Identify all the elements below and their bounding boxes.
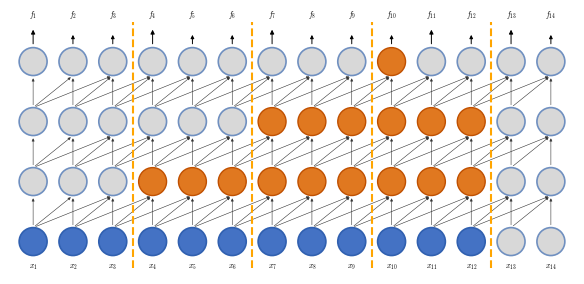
Circle shape [298,227,326,256]
Circle shape [138,48,166,76]
Circle shape [298,108,326,135]
Circle shape [497,227,525,256]
Text: $x_{7}$: $x_{7}$ [267,263,277,272]
Circle shape [138,108,166,135]
Circle shape [537,168,565,196]
Circle shape [338,108,366,135]
Text: $x_{5}$: $x_{5}$ [188,263,197,272]
Text: $f_{6}$: $f_{6}$ [228,9,237,21]
Text: $f_{3}$: $f_{3}$ [109,9,117,21]
Circle shape [218,108,246,135]
Circle shape [338,48,366,76]
Text: $x_{13}$: $x_{13}$ [505,263,517,272]
Circle shape [537,108,565,135]
Text: $f_{1}$: $f_{1}$ [29,9,37,21]
Circle shape [258,227,286,256]
Circle shape [138,227,166,256]
Circle shape [179,108,206,135]
Circle shape [19,48,47,76]
Text: $x_{12}$: $x_{12}$ [465,263,477,272]
Text: $f_{8}$: $f_{8}$ [308,9,316,21]
Text: $x_{6}$: $x_{6}$ [228,263,237,272]
Text: $x_{11}$: $x_{11}$ [426,263,437,272]
Text: $x_{2}$: $x_{2}$ [68,263,77,272]
Text: $x_{3}$: $x_{3}$ [109,263,117,272]
Circle shape [59,168,87,196]
Circle shape [378,227,405,256]
Text: $f_{11}$: $f_{11}$ [426,9,437,21]
Circle shape [19,108,47,135]
Circle shape [59,108,87,135]
Circle shape [218,227,246,256]
Circle shape [378,48,405,76]
Circle shape [258,48,286,76]
Circle shape [338,168,366,196]
Circle shape [218,168,246,196]
Text: $f_{12}$: $f_{12}$ [466,9,477,21]
Text: $f_{13}$: $f_{13}$ [506,9,516,21]
Circle shape [457,168,485,196]
Circle shape [537,227,565,256]
Text: $f_{2}$: $f_{2}$ [69,9,77,21]
Text: $x_{4}$: $x_{4}$ [148,263,157,272]
Circle shape [99,48,127,76]
Circle shape [537,48,565,76]
Circle shape [59,48,87,76]
Text: $x_{14}$: $x_{14}$ [545,263,557,272]
Text: $f_{14}$: $f_{14}$ [545,9,557,21]
Text: $f_{5}$: $f_{5}$ [189,9,196,21]
Text: $x_{8}$: $x_{8}$ [308,263,317,272]
Circle shape [59,227,87,256]
Text: $f_{4}$: $f_{4}$ [148,9,157,21]
Text: $f_{10}$: $f_{10}$ [386,9,397,21]
Circle shape [418,168,446,196]
Circle shape [457,227,485,256]
Circle shape [179,227,206,256]
Circle shape [378,108,405,135]
Circle shape [138,168,166,196]
Circle shape [298,48,326,76]
Circle shape [497,48,525,76]
Circle shape [258,168,286,196]
Circle shape [497,108,525,135]
Text: $f_{7}$: $f_{7}$ [268,9,276,21]
Circle shape [19,227,47,256]
Circle shape [338,227,366,256]
Text: $x_{9}$: $x_{9}$ [347,263,356,272]
Circle shape [418,227,446,256]
Circle shape [457,108,485,135]
Circle shape [19,168,47,196]
Circle shape [258,108,286,135]
Text: $x_{1}$: $x_{1}$ [29,263,37,272]
Circle shape [418,48,446,76]
Text: $f_{9}$: $f_{9}$ [347,9,356,21]
Circle shape [179,48,206,76]
Circle shape [378,168,405,196]
Circle shape [457,48,485,76]
Circle shape [99,227,127,256]
Circle shape [99,108,127,135]
Text: $x_{10}$: $x_{10}$ [386,263,397,272]
Circle shape [418,108,446,135]
Circle shape [218,48,246,76]
Circle shape [179,168,206,196]
Circle shape [497,168,525,196]
Circle shape [99,168,127,196]
Circle shape [298,168,326,196]
